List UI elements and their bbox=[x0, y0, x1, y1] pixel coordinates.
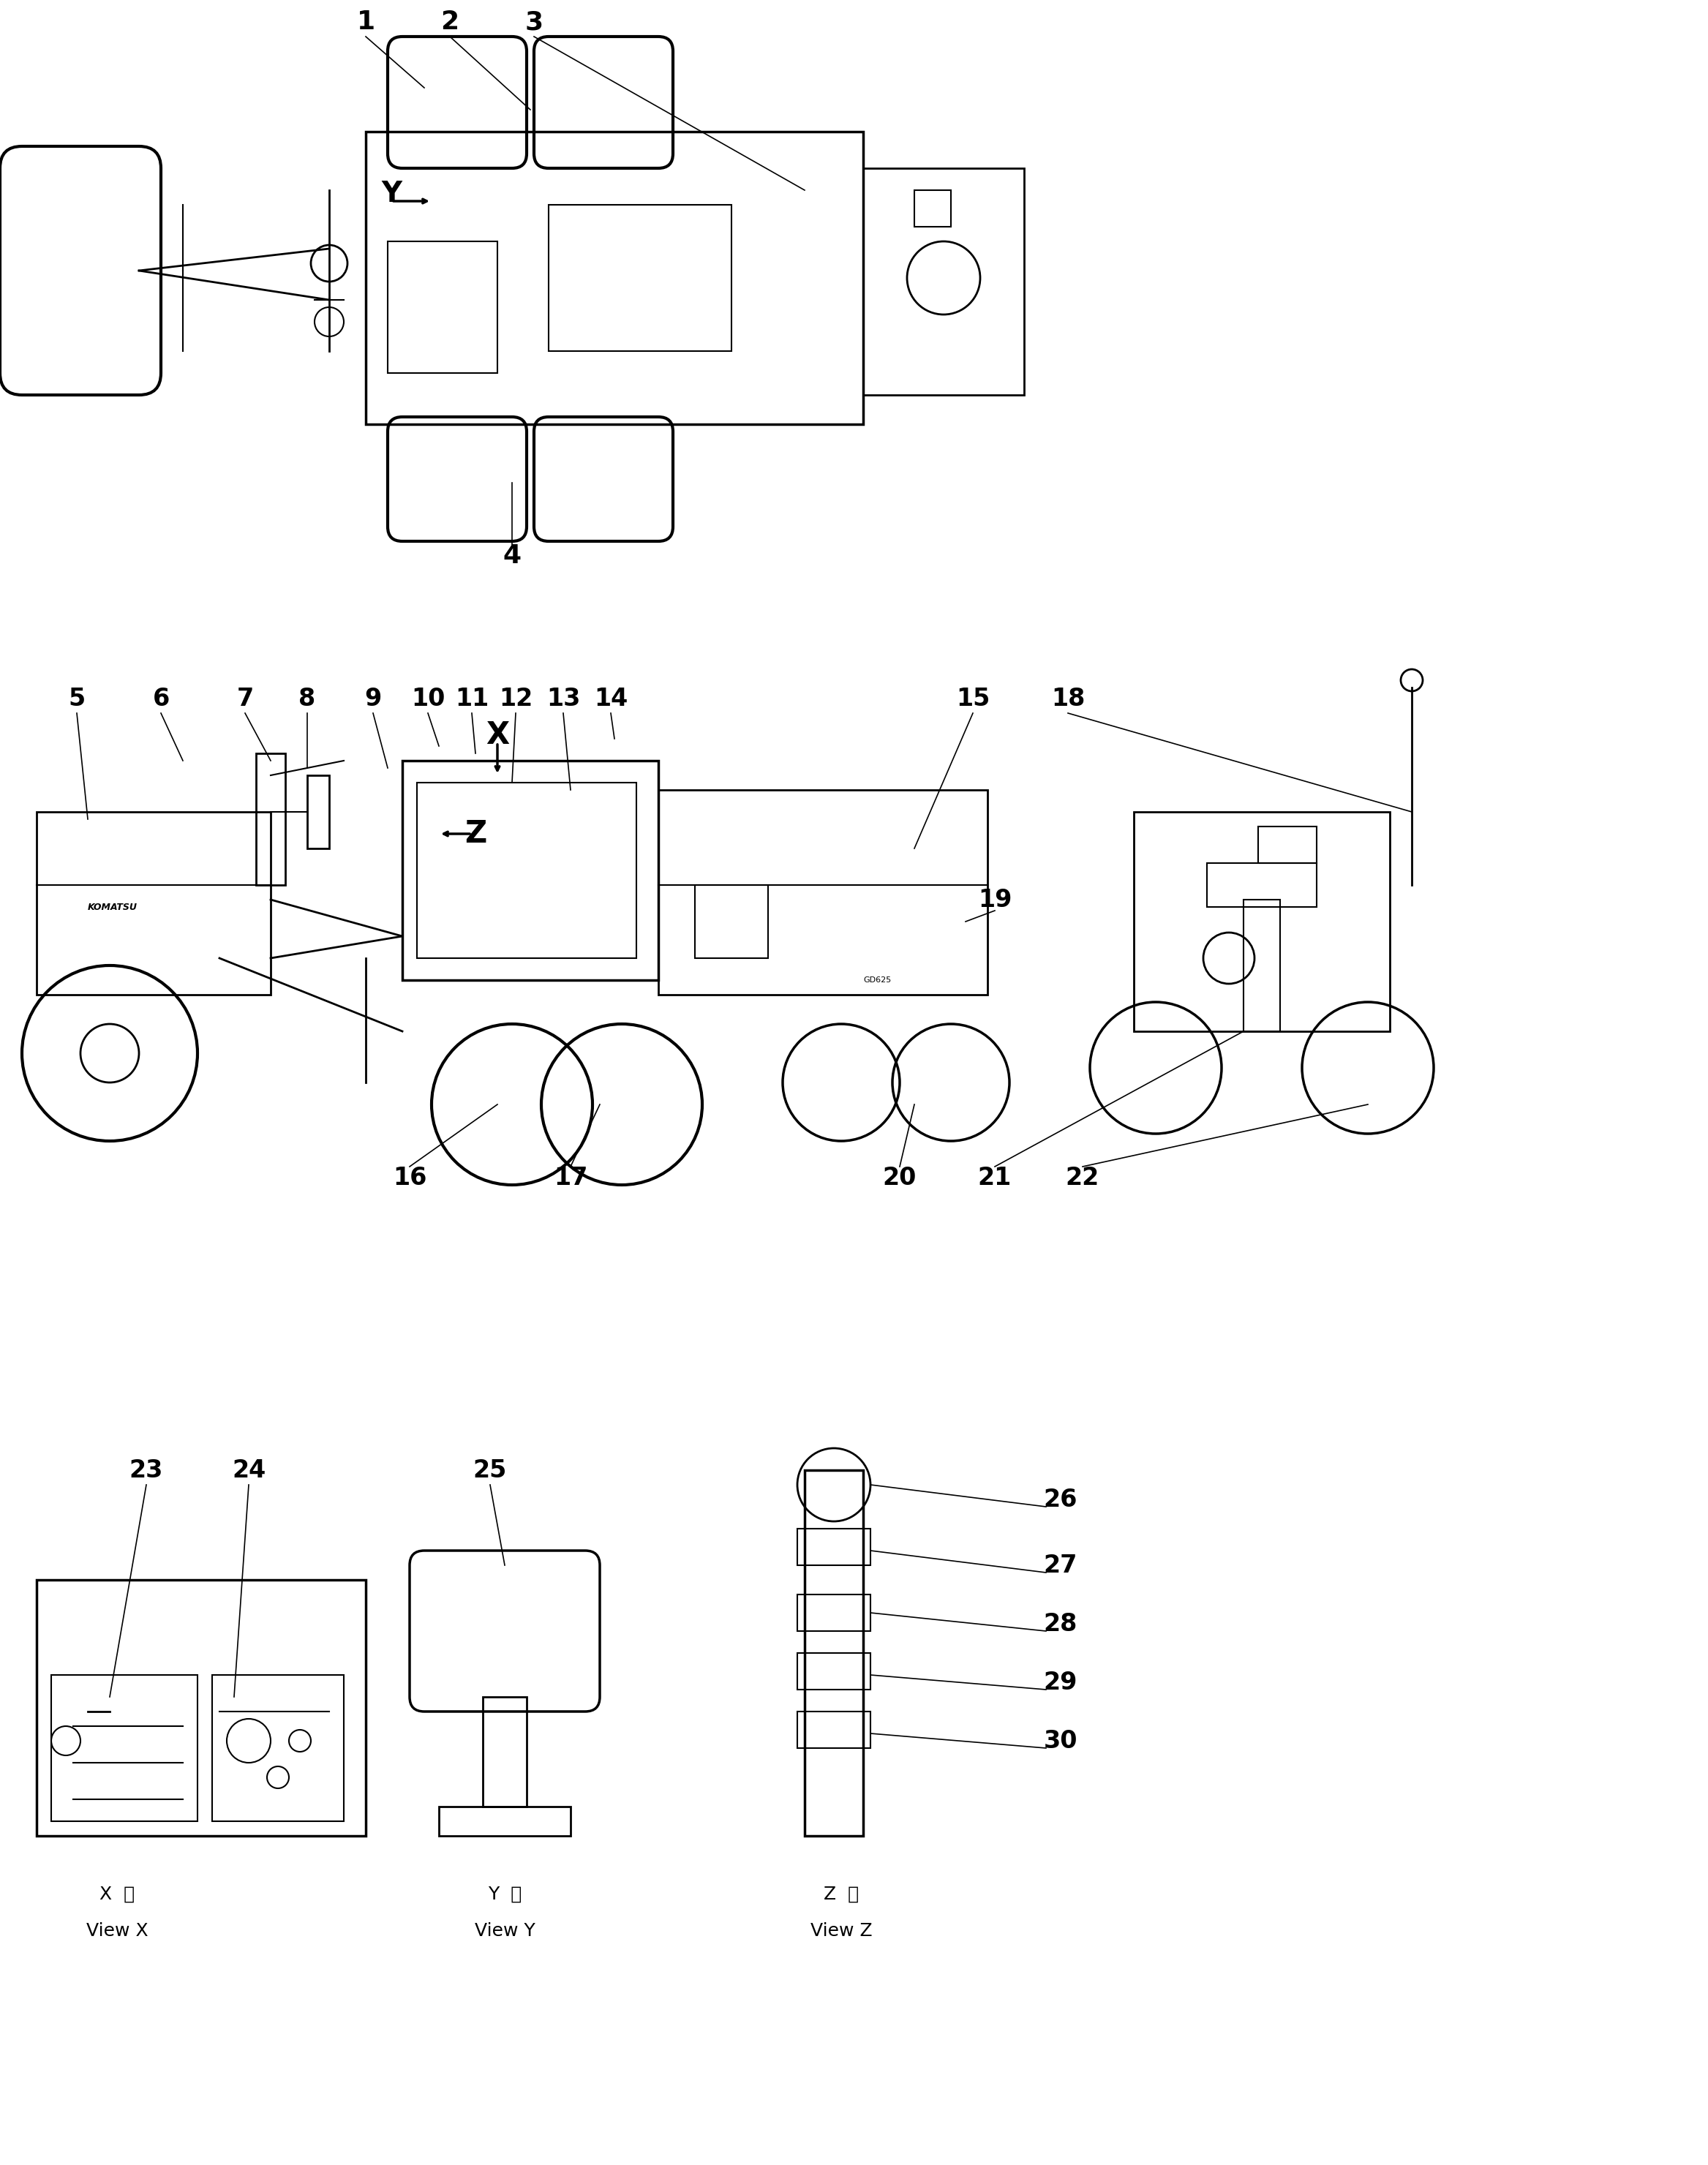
Text: 7: 7 bbox=[236, 686, 253, 710]
Bar bbox=[36, 1580, 366, 1836]
Text: 13: 13 bbox=[547, 686, 581, 710]
Text: 1: 1 bbox=[357, 9, 376, 35]
Bar bbox=[914, 191, 951, 227]
Bar bbox=[256, 753, 285, 885]
Text: 12: 12 bbox=[499, 686, 533, 710]
Text: 25: 25 bbox=[473, 1457, 507, 1483]
Bar bbox=[212, 1676, 343, 1821]
Bar bbox=[798, 1593, 871, 1630]
Text: X  視: X 視 bbox=[99, 1886, 135, 1903]
Text: 9: 9 bbox=[364, 686, 381, 710]
Bar bbox=[36, 812, 270, 994]
Text: 24: 24 bbox=[232, 1457, 266, 1483]
Text: 6: 6 bbox=[152, 686, 169, 710]
Text: 2: 2 bbox=[441, 9, 459, 35]
Text: 16: 16 bbox=[393, 1165, 427, 1189]
Bar bbox=[863, 169, 1025, 394]
Text: 15: 15 bbox=[956, 686, 991, 710]
Text: 21: 21 bbox=[979, 1165, 1011, 1189]
Bar bbox=[548, 206, 731, 351]
Bar bbox=[51, 1676, 198, 1821]
Bar bbox=[798, 1654, 871, 1689]
Text: 14: 14 bbox=[594, 686, 629, 710]
Text: 19: 19 bbox=[979, 888, 1011, 911]
Bar bbox=[388, 240, 497, 372]
Text: 17: 17 bbox=[553, 1165, 588, 1189]
Bar bbox=[798, 1528, 871, 1565]
Text: 4: 4 bbox=[502, 543, 521, 569]
Text: Y  視: Y 視 bbox=[488, 1886, 521, 1903]
Text: KOMATSU: KOMATSU bbox=[87, 903, 138, 911]
Bar bbox=[1243, 901, 1279, 1031]
Bar bbox=[1259, 827, 1317, 864]
Text: 22: 22 bbox=[1066, 1165, 1100, 1189]
Text: GD625: GD625 bbox=[864, 976, 892, 983]
Text: 11: 11 bbox=[454, 686, 488, 710]
Text: 18: 18 bbox=[1050, 686, 1085, 710]
Bar bbox=[366, 132, 863, 424]
Text: Z  視: Z 視 bbox=[823, 1886, 859, 1903]
Bar bbox=[804, 1470, 863, 1836]
Text: Z: Z bbox=[465, 818, 487, 849]
Bar bbox=[798, 1713, 871, 1747]
Bar bbox=[1208, 864, 1317, 907]
Text: 28: 28 bbox=[1044, 1611, 1078, 1637]
Text: View Y: View Y bbox=[475, 1923, 535, 1940]
Text: 29: 29 bbox=[1044, 1669, 1078, 1695]
Bar bbox=[1134, 812, 1390, 1031]
Bar bbox=[483, 1697, 526, 1806]
Bar bbox=[403, 760, 658, 981]
Bar bbox=[307, 775, 330, 849]
Text: 30: 30 bbox=[1044, 1728, 1078, 1754]
Text: View X: View X bbox=[85, 1923, 149, 1940]
Bar bbox=[439, 1806, 570, 1836]
Text: 20: 20 bbox=[883, 1165, 917, 1189]
Text: 27: 27 bbox=[1044, 1552, 1078, 1578]
Text: View Z: View Z bbox=[810, 1923, 873, 1940]
Text: 23: 23 bbox=[130, 1457, 164, 1483]
Bar bbox=[417, 782, 637, 959]
Text: Y: Y bbox=[381, 180, 401, 208]
Text: 26: 26 bbox=[1044, 1487, 1078, 1511]
Bar bbox=[695, 885, 769, 959]
Text: 3: 3 bbox=[524, 9, 543, 35]
Text: 5: 5 bbox=[68, 686, 85, 710]
Bar bbox=[658, 790, 987, 994]
Text: 8: 8 bbox=[299, 686, 316, 710]
Text: X: X bbox=[485, 719, 509, 751]
Text: 10: 10 bbox=[412, 686, 444, 710]
